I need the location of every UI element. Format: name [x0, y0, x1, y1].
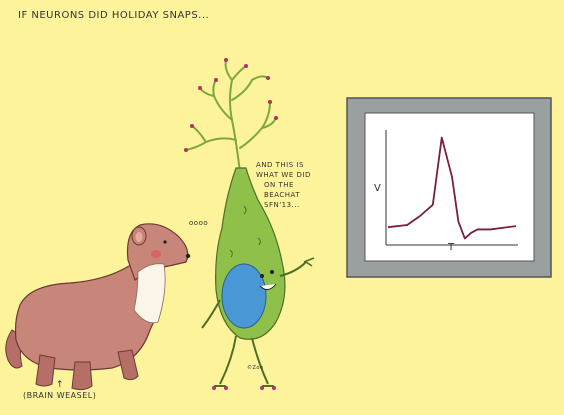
weasel — [5, 223, 191, 391]
artist-signature: ©Zoe — [247, 365, 264, 371]
weasel-speech: oooo — [189, 219, 209, 227]
neuron-speech-line: BEACHAT — [264, 191, 301, 199]
arrow-icon: ↑ — [56, 380, 65, 390]
neuron-speech: AND THIS IS WHAT WE DID ON THE BEACHAT S… — [256, 160, 311, 210]
picture-frame — [346, 97, 552, 278]
action-potential-trace — [387, 136, 517, 240]
neuron — [201, 167, 315, 387]
neuron-dendrites — [185, 59, 277, 173]
neuron-speech-line: AND THIS IS — [256, 161, 304, 169]
caption: IF NEURONS DID HOLIDAY SNAPS... — [18, 10, 210, 21]
neuron-speech-line: SFN'13... — [264, 201, 300, 209]
axon-terminals — [212, 386, 276, 390]
dendrite-tips — [184, 58, 278, 152]
neuron-speech-line: WHAT WE DID — [256, 171, 311, 179]
neuron-speech-line: ON THE — [264, 181, 294, 189]
chart-x-label: T — [448, 242, 455, 253]
weasel-label: (BRAIN WEASEL) — [23, 391, 97, 400]
chart-y-label: V — [374, 183, 382, 194]
